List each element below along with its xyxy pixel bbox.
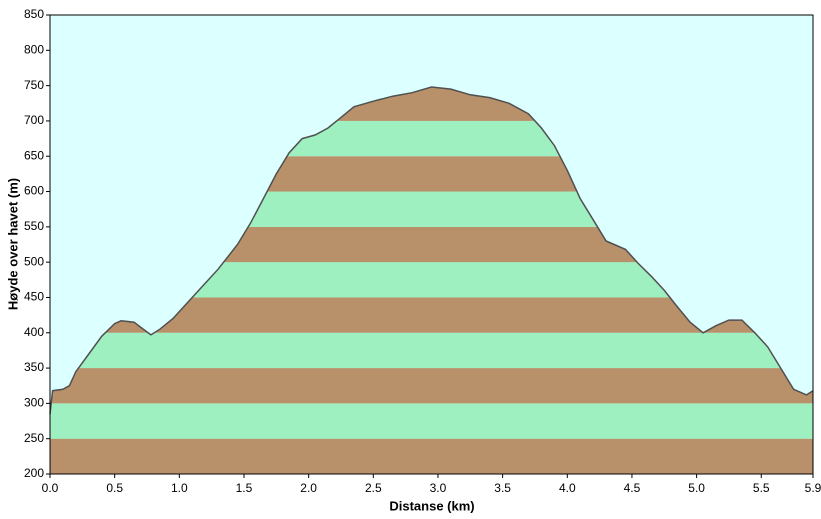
y-tick-label: 300 [24,396,44,410]
band [50,438,813,474]
y-axis-title: Høyde over havet (m) [5,178,20,310]
x-tick-label: 0.5 [106,481,123,495]
x-tick-label: 5.5 [753,481,770,495]
x-tick-label: 1.0 [171,481,188,495]
band [50,403,813,439]
x-tick-label: 3.0 [430,481,447,495]
band [50,332,813,369]
y-tick-label: 650 [24,148,44,162]
elevation-line [49,86,814,415]
y-tick-label: 700 [24,113,44,127]
plot-frame [49,14,814,475]
y-tick-label: 250 [24,431,44,445]
x-axis-title: Distanse (km) [389,498,474,513]
y-tick-label: 550 [24,219,44,233]
y-tick-label: 400 [24,325,44,339]
y-tick-label: 800 [24,42,44,56]
x-tick-label: 2.0 [300,481,317,495]
band [50,368,813,404]
y-tick-label: 600 [24,184,44,198]
x-tick-label: 2.5 [365,481,382,495]
x-tick-label: 4.0 [559,481,576,495]
y-tick-label: 350 [24,360,44,374]
y-tick-label: 500 [24,254,44,268]
y-tick-label: 200 [24,466,44,480]
y-tick-label: 450 [24,290,44,304]
x-tick-label: 5.0 [688,481,705,495]
x-tick-label: 4.5 [624,481,641,495]
x-tick-label: 3.5 [494,481,511,495]
x-tick-label: 1.5 [236,481,253,495]
x-tick-label: 5.9 [805,481,821,495]
y-tick-label: 750 [24,78,44,92]
y-tick-label: 850 [24,7,44,21]
x-tick-label: 0.0 [42,481,59,495]
